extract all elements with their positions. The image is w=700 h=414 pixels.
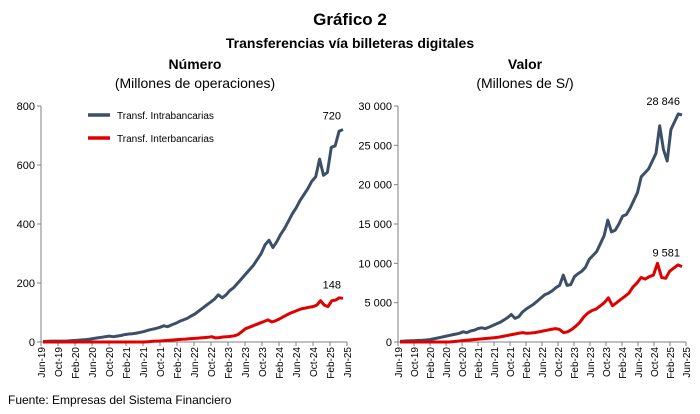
left-label-intra-last: 720 (323, 111, 341, 123)
chart-legend: Transf. Intrabancarias Transf. Interbanc… (88, 111, 214, 145)
left-x-tick-label: Jun-20 (88, 347, 99, 378)
right-x-tick-label: Oct-24 (650, 347, 661, 377)
right-x-tick-label: Jun-23 (586, 347, 597, 378)
right-y-tick-label: 25 000 (358, 140, 392, 152)
left-y-tick-label: 0 (29, 337, 35, 349)
left-panel-units: (Millones de operaciones) (114, 75, 276, 91)
left-x-tick-label: Oct-24 (309, 347, 320, 377)
right-x-tick-label: Jun-19 (394, 347, 405, 378)
right-panel-title: Valor (507, 56, 543, 72)
left-y-tick-label: 800 (17, 101, 35, 113)
chart-main-title: Gráfico 2 (313, 10, 387, 29)
right-x-tick-label: Jun-22 (538, 347, 549, 378)
left-series-interbancarias (43, 296, 344, 344)
left-x-tick-label: Feb-23 (224, 347, 235, 379)
right-x-tick-label: Oct-22 (554, 347, 565, 377)
left-y-tick-label: 400 (17, 219, 35, 231)
left-y-tick-label: 600 (17, 160, 35, 172)
right-x-tick-label: Jun-25 (682, 347, 693, 378)
left-x-tick-label: Feb-24 (275, 347, 286, 379)
right-x-tick-label: Feb-23 (570, 347, 581, 379)
right-series-interbancarias (400, 261, 683, 344)
left-x-tick-label: Feb-21 (122, 347, 133, 379)
left-x-tick-label: Oct-23 (258, 347, 269, 377)
right-x-tick-label: Jun-24 (634, 347, 645, 378)
left-x-tick-label: Feb-20 (71, 347, 82, 379)
right-x-tick-label: Feb-21 (474, 347, 485, 379)
right-y-tick-label: 20 000 (358, 180, 392, 192)
left-x-tick-label: Feb-25 (326, 347, 337, 379)
left-x-tick-label: Jun-25 (343, 347, 354, 378)
right-y-tick-label: 15 000 (358, 219, 392, 231)
right-x-tick-label: Jun-20 (442, 347, 453, 378)
chart-subtitle: Transferencias vía billeteras digitales (225, 35, 475, 51)
left-panel-title: Número (168, 56, 222, 72)
left-x-tick-label: Feb-22 (173, 347, 184, 379)
source-note: Fuente: Empresas del Sistema Financiero (8, 393, 232, 407)
left-x-tick-label: Oct-21 (156, 347, 167, 377)
right-series-intrabancarias (399, 112, 683, 343)
left-label-inter-last: 148 (323, 279, 341, 291)
left-x-tick-label: Jun-24 (292, 347, 303, 378)
left-x-tick-label: Oct-20 (105, 347, 116, 377)
right-x-tick-label: Feb-24 (618, 347, 629, 379)
right-x-tick-label: Oct-21 (506, 347, 517, 377)
right-x-tick-label: Feb-20 (426, 347, 437, 379)
right-y-tick-label: 5 000 (364, 298, 392, 310)
right-y-tick-label: 30 000 (358, 101, 392, 113)
left-chart: 0 200 400 600 800 Jun-19 Oct-19 Feb-20 Jun-20 Oct… (17, 101, 354, 379)
left-x-tick-label: Jun-23 (241, 347, 252, 378)
right-x-tick-label: Oct-19 (410, 347, 421, 377)
left-x-tick-label: Jun-22 (190, 347, 201, 378)
right-x-tick-label: Jun-21 (490, 347, 501, 378)
right-x-tick-label: Oct-20 (458, 347, 469, 377)
left-series-intrabancarias (43, 128, 344, 343)
right-y-tick-label: 10 000 (358, 258, 392, 270)
left-x-tick-label: Jun-19 (37, 347, 48, 378)
legend-label-inter: Transf. Interbancarias (117, 134, 214, 145)
right-chart: 0 5 000 10 000 15 000 20 000 25 000 30 000 Jun-… (358, 96, 693, 379)
right-x-tick-label: Feb-22 (522, 347, 533, 379)
right-x-tick-label: Feb-25 (666, 347, 677, 379)
legend-label-intra: Transf. Intrabancarias (117, 111, 214, 122)
right-panel-units: (Millones de S/) (476, 75, 574, 91)
right-x-tick-label: Oct-23 (602, 347, 613, 377)
left-x-tick-label: Oct-22 (207, 347, 218, 377)
right-label-intra-last: 28 846 (646, 96, 680, 108)
left-y-tick-label: 200 (17, 278, 35, 290)
right-label-inter-last: 9 581 (652, 248, 680, 260)
left-x-tick-label: Oct-19 (54, 347, 65, 377)
left-x-tick-label: Jun-21 (139, 347, 150, 378)
right-y-tick-label: 0 (386, 337, 392, 349)
